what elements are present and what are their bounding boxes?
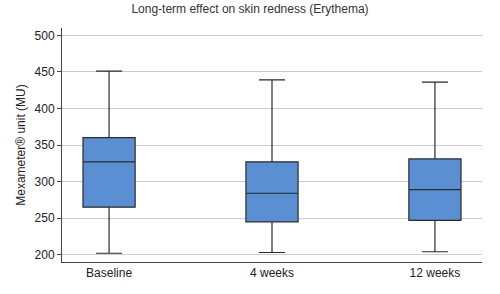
svg-text:250: 250	[35, 211, 55, 225]
svg-text:Long-term effect on skin redne: Long-term effect on skin redness (Erythe…	[131, 2, 368, 16]
svg-text:500: 500	[35, 29, 55, 43]
svg-text:12 weeks: 12 weeks	[410, 266, 461, 280]
svg-text:Mexameter® unit (MU): Mexameter® unit (MU)	[14, 84, 28, 206]
svg-text:400: 400	[35, 102, 55, 116]
svg-text:450: 450	[35, 65, 55, 79]
svg-text:300: 300	[35, 175, 55, 189]
svg-text:Baseline: Baseline	[86, 266, 132, 280]
svg-text:200: 200	[35, 248, 55, 262]
svg-text:4 weeks: 4 weeks	[250, 266, 294, 280]
svg-text:350: 350	[35, 138, 55, 152]
